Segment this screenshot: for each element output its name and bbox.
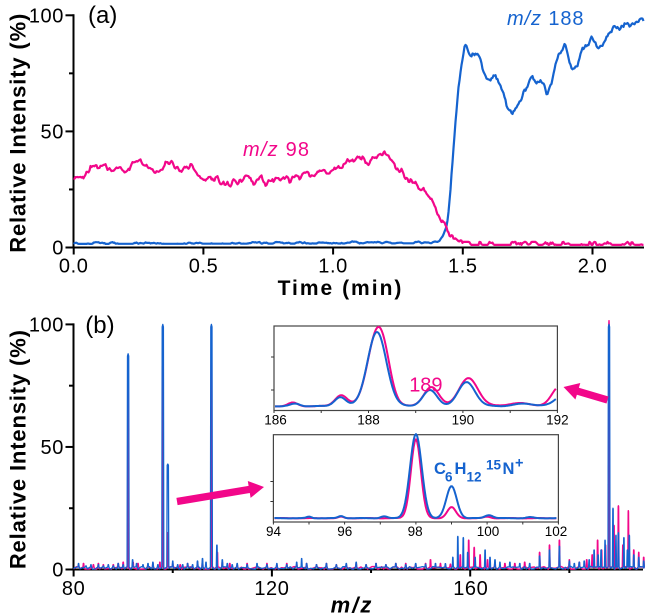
svg-text:0.5: 0.5 — [189, 256, 219, 278]
svg-text:1.5: 1.5 — [448, 256, 478, 278]
svg-text:50: 50 — [41, 437, 64, 459]
svg-text:188: 188 — [357, 412, 380, 427]
svg-text:94: 94 — [266, 524, 282, 539]
svg-text:H: H — [455, 460, 467, 478]
svg-text:98: 98 — [408, 524, 423, 539]
svg-text:m/z 188: m/z 188 — [507, 8, 584, 30]
svg-text:0: 0 — [52, 238, 64, 260]
svg-text:192: 192 — [546, 412, 569, 427]
svg-text:160: 160 — [453, 578, 488, 600]
svg-text:C: C — [434, 460, 446, 478]
svg-text:12: 12 — [467, 470, 482, 485]
svg-text:50: 50 — [41, 122, 64, 144]
svg-text:+: + — [515, 456, 523, 472]
svg-text:120: 120 — [254, 578, 289, 600]
svg-text:0.0: 0.0 — [59, 256, 89, 278]
svg-text:Relative Intensity (%): Relative Intensity (%) — [6, 329, 31, 569]
svg-text:(a): (a) — [88, 2, 117, 29]
svg-text:186: 186 — [264, 412, 287, 427]
svg-text:(b): (b) — [85, 312, 114, 339]
svg-text:80: 80 — [62, 578, 85, 600]
svg-text:m/z: m/z — [331, 593, 374, 616]
svg-text:102: 102 — [545, 524, 568, 539]
svg-text:100: 100 — [29, 315, 64, 337]
svg-text:1.0: 1.0 — [318, 256, 348, 278]
svg-text:100: 100 — [29, 6, 64, 28]
svg-text:189: 189 — [409, 375, 442, 397]
svg-text:96: 96 — [337, 524, 352, 539]
svg-text:Time (min): Time (min) — [278, 277, 404, 300]
svg-text:m/z 98: m/z 98 — [243, 139, 310, 161]
svg-text:N: N — [503, 460, 515, 478]
svg-text:6: 6 — [445, 470, 453, 485]
svg-text:Relative Intensity (%): Relative Intensity (%) — [6, 13, 31, 253]
svg-text:15: 15 — [486, 458, 502, 473]
svg-text:0: 0 — [52, 560, 64, 582]
svg-text:2.0: 2.0 — [578, 256, 608, 278]
svg-text:100: 100 — [477, 524, 500, 539]
svg-text:190: 190 — [452, 412, 475, 427]
